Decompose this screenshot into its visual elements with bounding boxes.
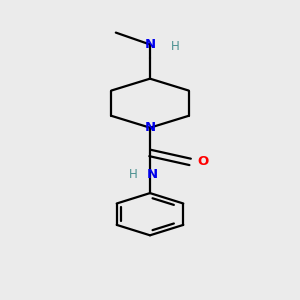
Text: H: H <box>171 40 180 53</box>
Text: N: N <box>144 121 156 134</box>
Text: N: N <box>147 168 158 181</box>
Text: O: O <box>197 155 208 168</box>
Text: H: H <box>129 168 138 181</box>
Text: N: N <box>144 38 156 51</box>
